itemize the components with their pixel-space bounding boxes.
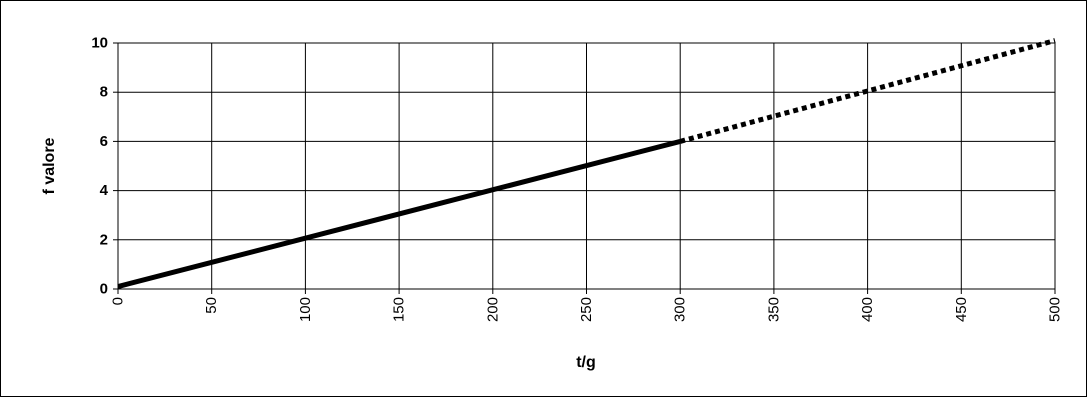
y-tick-label: 10: [91, 35, 108, 52]
y-tick-label: 0: [100, 281, 108, 298]
x-tick-label: 100: [297, 297, 314, 322]
series-line-dotted: [679, 38, 1056, 144]
x-tick-label: 450: [953, 297, 970, 322]
x-tick-label: 200: [484, 297, 501, 322]
series-line-solid: [117, 138, 681, 289]
x-tick-label: 0: [110, 297, 127, 305]
horizontal-gridlines: [118, 91, 1055, 241]
y-axis-ticks: 0 2 4 6 8 10: [91, 35, 118, 298]
y-tick-label: 4: [100, 182, 109, 199]
x-tick-label: 150: [391, 297, 408, 322]
x-tick-label: 400: [859, 297, 876, 322]
x-axis-ticks: 0 50 100 150 200 250 300 350 400 450 500: [110, 289, 1064, 322]
x-tick-label: 50: [203, 297, 220, 314]
vertical-gridlines: [211, 43, 962, 289]
y-tick-label: 6: [100, 133, 108, 150]
y-tick-label: 8: [100, 84, 108, 101]
x-tick-label: 300: [672, 297, 689, 322]
x-axis-title: t/g: [576, 354, 596, 371]
x-tick-label: 500: [1047, 297, 1064, 322]
series-layer: [117, 38, 1056, 289]
x-tick-label: 350: [765, 297, 782, 322]
y-axis-title: f valore: [41, 137, 58, 194]
x-tick-label: 250: [578, 297, 595, 322]
y-tick-label: 2: [100, 231, 108, 248]
